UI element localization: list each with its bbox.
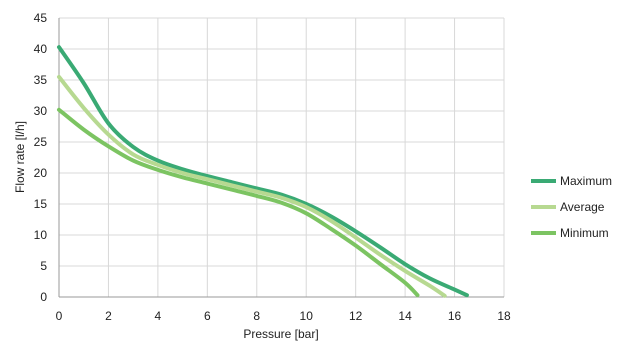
x-tick-label: 6 xyxy=(204,309,211,323)
x-axis-title: Pressure [bar] xyxy=(243,327,318,341)
legend-label-average: Average xyxy=(560,200,605,214)
y-tick-label: 25 xyxy=(34,135,48,149)
x-tick-label: 10 xyxy=(300,309,314,323)
y-tick-labels: 0 5 10 15 20 25 30 35 40 45 xyxy=(34,11,48,304)
x-tick-label: 14 xyxy=(398,309,412,323)
x-tick-label: 8 xyxy=(253,309,260,323)
axes xyxy=(58,18,504,298)
series-line-maximum xyxy=(57,45,469,298)
y-tick-label: 5 xyxy=(40,259,47,273)
y-tick-label: 20 xyxy=(34,166,48,180)
legend: Maximum Average Minimum xyxy=(531,174,612,240)
y-tick-label: 45 xyxy=(34,11,48,25)
y-tick-label: 35 xyxy=(34,73,48,87)
y-tick-label: 10 xyxy=(34,228,48,242)
y-tick-label: 0 xyxy=(40,290,47,304)
x-tick-label: 12 xyxy=(349,309,363,323)
y-tick-label: 30 xyxy=(34,104,48,118)
legend-label-minimum: Minimum xyxy=(560,226,609,240)
x-tick-label: 2 xyxy=(105,309,112,323)
legend-label-maximum: Maximum xyxy=(560,174,612,188)
x-tick-label: 18 xyxy=(497,309,511,323)
x-tick-label: 0 xyxy=(56,309,63,323)
y-tick-label: 15 xyxy=(34,197,48,211)
y-tick-label: 40 xyxy=(34,42,48,56)
y-axis-title: Flow rate [l/h] xyxy=(13,121,27,193)
series-line-minimum xyxy=(57,107,420,298)
series-lines xyxy=(57,45,469,298)
series-line-average xyxy=(57,74,447,298)
x-tick-labels: 0 2 4 6 8 10 12 14 16 18 xyxy=(56,309,511,323)
x-tick-label: 4 xyxy=(155,309,162,323)
grid xyxy=(59,17,505,297)
x-tick-label: 16 xyxy=(448,309,462,323)
